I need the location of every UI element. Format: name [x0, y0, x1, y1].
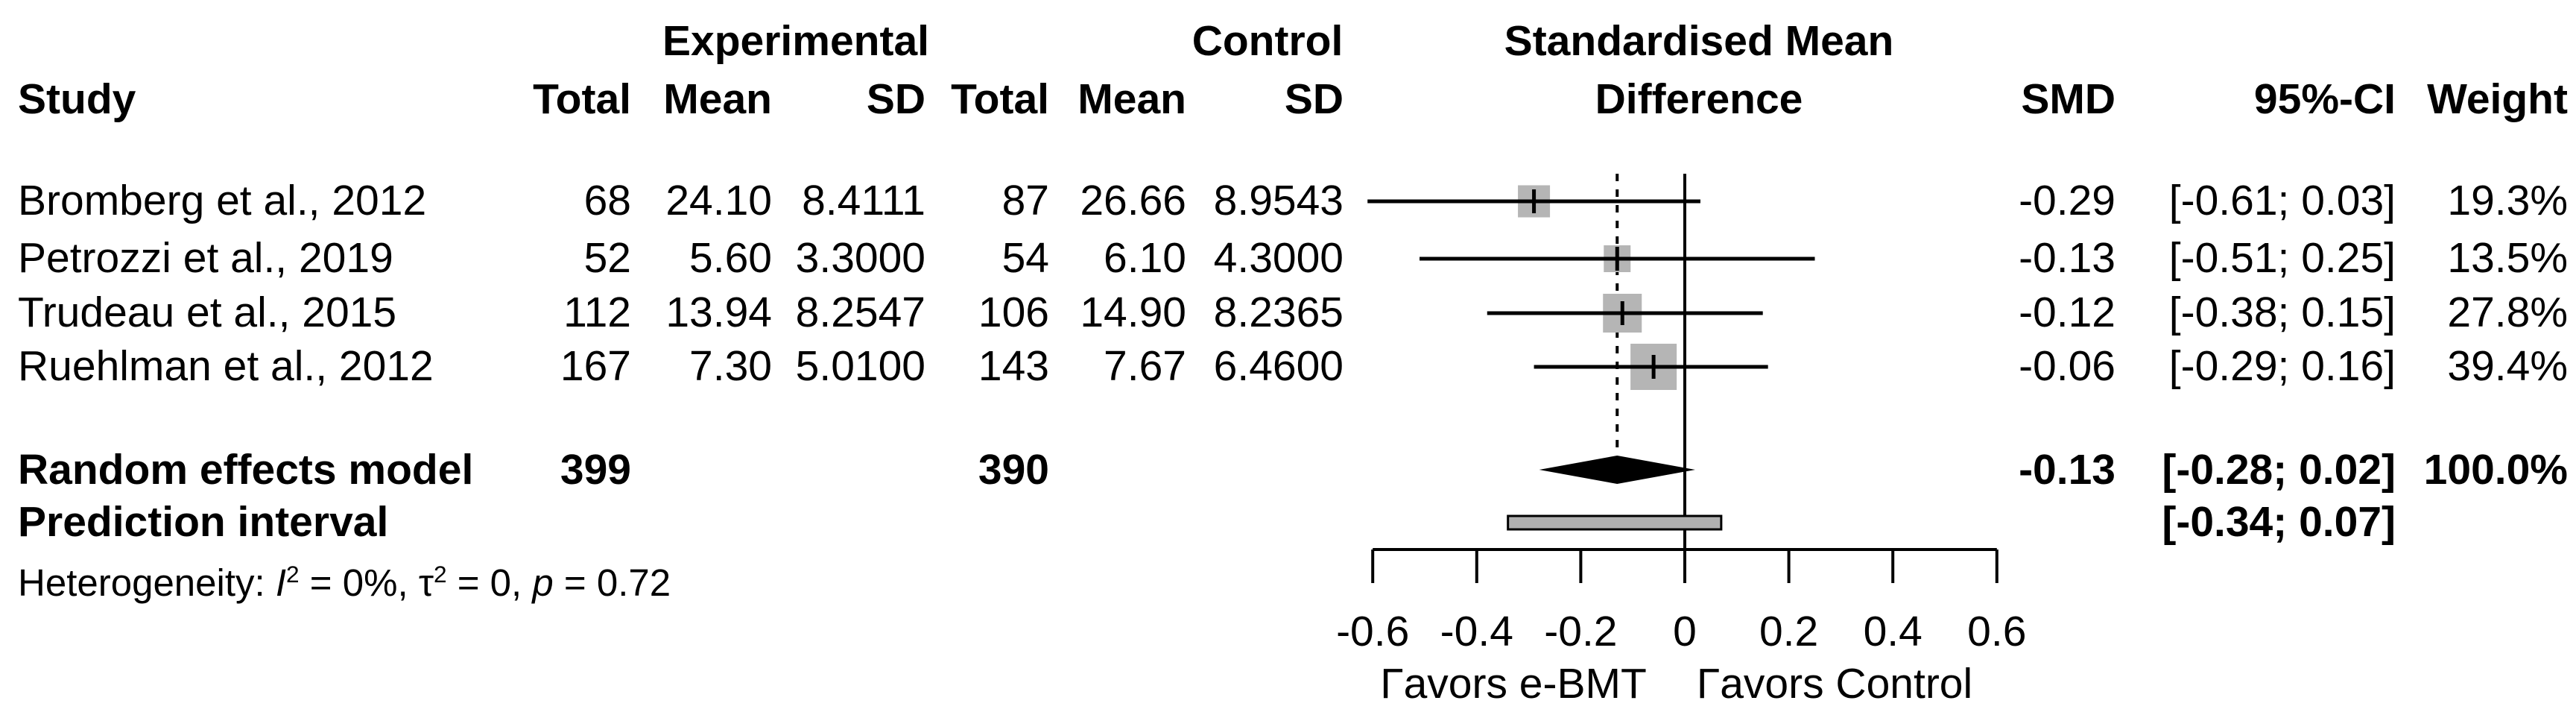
- summary-ctrl-total: 390: [978, 446, 1049, 494]
- exp-total: 52: [583, 234, 631, 282]
- favors-control-label: Γavors Control: [1697, 660, 1972, 708]
- header-plot-title-line1: Standardised Mean: [1504, 17, 1894, 65]
- ctrl-total: 87: [1001, 177, 1049, 224]
- exp-total: 112: [563, 289, 631, 336]
- heterogeneity-text: Heterogeneity: I2 = 0%, τ2 = 0, p = 0.72: [18, 552, 671, 605]
- exp-sd: 8.2547: [795, 289, 925, 336]
- exp-total: 68: [583, 177, 631, 224]
- axis-tick-label: 0: [1673, 608, 1697, 655]
- tau-squared-symbol: τ: [418, 561, 434, 604]
- prediction-interval-bar: [1507, 514, 1723, 531]
- exp-mean: 5.60: [689, 234, 772, 282]
- header-study: Study: [18, 75, 136, 123]
- i-squared-exponent: 2: [286, 561, 300, 588]
- header-weight: Weight: [2427, 75, 2568, 123]
- exp-sd: 3.3000: [795, 234, 925, 282]
- axis-tick-label: 0.4: [1864, 608, 1922, 655]
- header-ctrl-total: Total: [951, 75, 1049, 123]
- summary-ci: [-0.28; 0.02]: [2162, 446, 2396, 494]
- ctrl-sd: 6.4600: [1213, 342, 1344, 390]
- tau-squared-exponent: 2: [433, 561, 447, 588]
- heterogeneity-prefix: Heterogeneity:: [18, 561, 276, 604]
- axis-tick-label: -0.4: [1440, 608, 1513, 655]
- favors-e-bmt-label: Γavors e-BMT: [1380, 660, 1647, 708]
- smd-value: -0.12: [2019, 289, 2115, 336]
- study-name: Bromberg et al., 2012: [18, 177, 427, 224]
- i-squared-value: = 0%,: [299, 561, 419, 604]
- header-group-control: Control: [1192, 17, 1344, 65]
- study-name: Trudeau et al., 2015: [18, 289, 397, 336]
- prediction-label: Prediction interval: [18, 498, 389, 546]
- summary-exp-total: 399: [560, 446, 631, 494]
- ctrl-total: 143: [978, 342, 1049, 390]
- p-symbol: p: [532, 561, 554, 604]
- header-plot-title-line2: Difference: [1595, 75, 1803, 123]
- header-smd: SMD: [2021, 75, 2115, 123]
- weight-value: 19.3%: [2447, 177, 2568, 224]
- header-exp-mean: Mean: [663, 75, 772, 123]
- header-ctrl-mean: Mean: [1077, 75, 1186, 123]
- exp-mean: 13.94: [665, 289, 772, 336]
- axis-tick-label: 0.2: [1759, 608, 1818, 655]
- smd-value: -0.06: [2019, 342, 2115, 390]
- p-value: = 0.72: [553, 561, 671, 604]
- axis-tick-label: -0.2: [1544, 608, 1617, 655]
- ctrl-sd: 8.9543: [1213, 177, 1344, 224]
- exp-mean: 7.30: [689, 342, 772, 390]
- header-ci: 95%-CI: [2253, 75, 2396, 123]
- ctrl-mean: 26.66: [1080, 177, 1186, 224]
- axis-tick-label: -0.6: [1336, 608, 1409, 655]
- axis-tick-label: 0.6: [1967, 608, 2026, 655]
- ctrl-mean: 14.90: [1080, 289, 1186, 336]
- smd-value: -0.29: [2019, 177, 2115, 224]
- weight-value: 13.5%: [2447, 234, 2568, 282]
- weight-value: 27.8%: [2447, 289, 2568, 336]
- pooled-effect-diamond: [1539, 456, 1695, 484]
- header-exp-sd: SD: [866, 75, 925, 123]
- ctrl-total: 54: [1001, 234, 1049, 282]
- ctrl-mean: 7.67: [1104, 342, 1186, 390]
- summary-label: Random effects model: [18, 446, 474, 494]
- header-ctrl-sd: SD: [1284, 75, 1344, 123]
- i-squared-symbol: I: [275, 561, 287, 604]
- ctrl-mean: 6.10: [1104, 234, 1186, 282]
- summary-smd: -0.13: [2019, 446, 2115, 494]
- exp-mean: 24.10: [665, 177, 772, 224]
- smd-value: -0.13: [2019, 234, 2115, 282]
- study-name: Ruehlman et al., 2012: [18, 342, 434, 390]
- ctrl-sd: 4.3000: [1213, 234, 1344, 282]
- header-group-experimental: Experimental: [662, 17, 929, 65]
- ctrl-sd: 8.2365: [1213, 289, 1344, 336]
- ci-value: [-0.29; 0.16]: [2168, 342, 2396, 390]
- exp-total: 167: [560, 342, 631, 390]
- ci-value: [-0.38; 0.15]: [2168, 289, 2396, 336]
- ci-value: [-0.51; 0.25]: [2168, 234, 2396, 282]
- ci-value: [-0.61; 0.03]: [2168, 177, 2396, 224]
- study-name: Petrozzi et al., 2019: [18, 234, 393, 282]
- weight-value: 39.4%: [2447, 342, 2568, 390]
- ctrl-total: 106: [978, 289, 1049, 336]
- exp-sd: 5.0100: [795, 342, 925, 390]
- summary-weight: 100.0%: [2423, 446, 2568, 494]
- tau-squared-value: = 0,: [446, 561, 533, 604]
- prediction-ci: [-0.34; 0.07]: [2162, 498, 2396, 546]
- exp-sd: 8.4111: [802, 177, 925, 224]
- header-exp-total: Total: [533, 75, 631, 123]
